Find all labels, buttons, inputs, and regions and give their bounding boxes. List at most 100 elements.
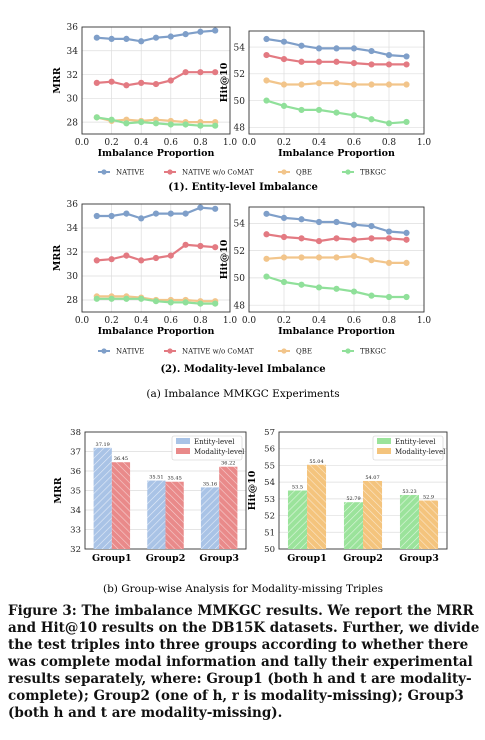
data-point [123, 252, 130, 259]
data-point [403, 118, 410, 126]
category-label: Group3 [199, 553, 239, 564]
data-point [138, 119, 145, 126]
data-point [350, 221, 358, 228]
data-point [152, 254, 160, 262]
bar-value-label: 37.19 [96, 442, 110, 448]
data-point [197, 204, 204, 211]
y-tick-label: 36 [67, 23, 79, 33]
data-point [108, 35, 115, 42]
x-tick-label: 0.8 [382, 138, 397, 148]
legend-label: NATIVE w/o CoMAT [182, 348, 254, 356]
bar-value-label: 35.16 [203, 481, 217, 487]
data-point [197, 69, 204, 76]
data-point [315, 218, 323, 226]
data-point [197, 300, 204, 307]
data-point [368, 222, 375, 230]
x-tick-label: 0.4 [134, 316, 149, 326]
bar [419, 500, 439, 549]
legend-marker [167, 169, 173, 175]
y-tick-label: 36 [67, 200, 79, 210]
y-tick-label: 30 [67, 272, 79, 282]
data-point [385, 259, 393, 267]
data-point [108, 212, 115, 220]
data-point [93, 114, 100, 121]
y-tick-label: 55 [264, 461, 275, 471]
legend-marker [167, 348, 173, 354]
bar-value-label: 54.07 [365, 475, 379, 481]
y-axis-title: Hit@10 [219, 239, 230, 279]
data-point [93, 34, 100, 41]
legend-label: Modality-level [194, 448, 245, 456]
figure: 28 30 32 34 36 0.0 0.2 0.4 0.6 0.8 1.0 Imbalance Pr… [52, 23, 448, 595]
bar-value-label: 55.04 [309, 459, 323, 465]
y-tick-label: 28 [67, 296, 79, 306]
data-point [350, 252, 358, 260]
data-point [182, 31, 189, 38]
plot-frame [248, 30, 425, 135]
bar [287, 490, 307, 549]
bar-value-label: 36.22 [221, 461, 235, 467]
x-tick-label: 0.8 [193, 316, 208, 326]
data-point [385, 293, 393, 301]
x-tick-label: 0.8 [193, 138, 208, 148]
data-point [368, 292, 375, 299]
data-point [385, 51, 393, 59]
data-point [333, 285, 340, 292]
y-tick-label: 34 [67, 224, 79, 234]
legend-marker [281, 169, 287, 175]
data-point [333, 218, 340, 226]
x-tick-label: 0.4 [312, 316, 327, 326]
data-point [182, 69, 189, 76]
data-point [123, 210, 130, 217]
y-tick-label: 37 [70, 448, 81, 458]
plot-frame [248, 206, 425, 313]
data-point [315, 45, 323, 52]
x-tick-label: 1.0 [223, 316, 238, 326]
data-point [138, 79, 145, 86]
x-tick-label: 1.0 [223, 138, 238, 148]
x-tick-label: 0.2 [277, 316, 291, 326]
x-tick-label: 0.4 [312, 138, 327, 148]
legend-marker [345, 348, 351, 354]
legend-marker [101, 169, 107, 175]
data-point [298, 106, 305, 114]
data-point [138, 38, 145, 45]
legend-label: Entity-level [395, 438, 436, 446]
data-point [263, 35, 270, 43]
data-point [123, 82, 130, 89]
data-point [280, 278, 288, 286]
data-point [385, 235, 393, 242]
legend-label: NATIVE w/o CoMAT [182, 169, 254, 177]
data-point [93, 212, 100, 220]
data-point [298, 235, 305, 242]
category-label: Group2 [343, 553, 383, 564]
data-point [368, 81, 375, 88]
subfig-a-caption: (a) Imbalance MMKGC Experiments [146, 388, 339, 400]
data-point [298, 254, 305, 261]
legend-swatch [377, 438, 391, 444]
bar [399, 495, 419, 549]
data-point [138, 215, 145, 222]
data-point [263, 210, 270, 217]
data-point [93, 295, 100, 302]
bar-chart-group-mrr: 32 33 34 35 36 37 38 MRR 37.19 36.45 Group1 35.51 35… [53, 428, 247, 564]
data-point [263, 77, 270, 84]
figure-caption: Figure 3: The imbalance MMKGC results. W… [8, 603, 480, 721]
data-point [403, 81, 410, 88]
y-tick-label: 50 [264, 545, 275, 555]
plot-frame [81, 203, 231, 313]
data-point [182, 121, 189, 128]
data-point [333, 109, 340, 116]
legend-marker [101, 348, 107, 354]
bar [200, 487, 220, 549]
data-point [123, 295, 130, 302]
bar [307, 464, 327, 549]
data-point [368, 47, 375, 55]
x-tick-label: 0.2 [277, 138, 291, 148]
legend-label: Modality-level [395, 448, 446, 456]
x-axis-title: Imbalance Proportion [98, 326, 215, 337]
data-point [167, 33, 174, 40]
data-point [350, 45, 358, 52]
data-point [315, 106, 323, 114]
data-point [123, 120, 130, 127]
